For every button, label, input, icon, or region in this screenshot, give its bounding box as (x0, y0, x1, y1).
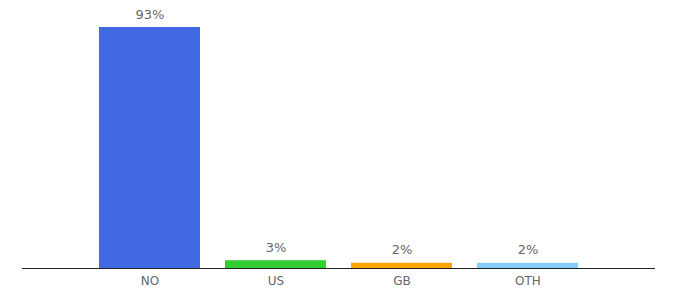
svg-text:US: US (268, 274, 284, 288)
svg-text:93%: 93% (136, 7, 165, 22)
svg-text:NO: NO (141, 274, 159, 288)
svg-text:3%: 3% (266, 240, 287, 255)
svg-text:2%: 2% (518, 242, 539, 257)
svg-text:GB: GB (393, 274, 411, 288)
svg-text:2%: 2% (392, 242, 413, 257)
svg-text:OTH: OTH (515, 274, 541, 288)
